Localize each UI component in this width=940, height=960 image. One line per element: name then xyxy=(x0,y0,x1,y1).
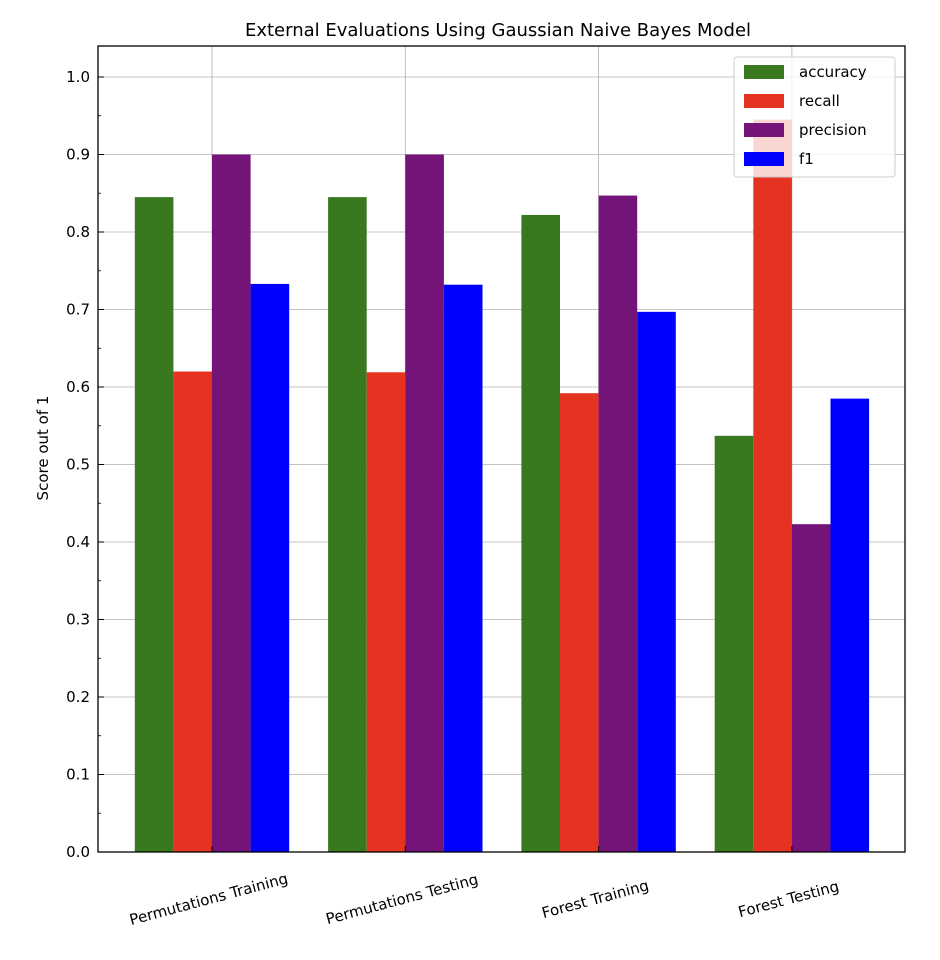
y-tick-label: 0.7 xyxy=(66,301,90,319)
y-axis-title: Score out of 1 xyxy=(34,396,52,501)
category-label: Permutations Training xyxy=(127,869,289,929)
bar-recall-2 xyxy=(366,372,406,852)
bar-f1-3 xyxy=(637,311,676,852)
bar-f1-1 xyxy=(250,283,290,852)
bar-accuracy-2 xyxy=(328,197,367,852)
y-tick-label: 0.9 xyxy=(66,146,90,164)
bar-f1-2 xyxy=(443,284,483,852)
category-label: Forest Testing xyxy=(736,877,841,921)
legend-label-precision: precision xyxy=(799,121,867,139)
bar-f1-4 xyxy=(830,398,870,852)
legend: accuracy recall precision f1 xyxy=(733,56,896,178)
bars xyxy=(134,119,870,852)
bar-recall-3 xyxy=(560,393,599,852)
bar-precision-4 xyxy=(791,524,831,852)
bar-precision-1 xyxy=(212,154,251,852)
legend-label-f1: f1 xyxy=(799,150,814,168)
legend-label-recall: recall xyxy=(799,92,840,110)
bar-accuracy-1 xyxy=(134,197,174,852)
plot-frame xyxy=(97,45,906,853)
y-tick-label: 0.4 xyxy=(66,533,90,551)
category-label: Forest Training xyxy=(540,876,651,922)
y-tick-label: 0.1 xyxy=(66,766,90,784)
bar-accuracy-3 xyxy=(521,214,560,852)
chart-title: External Evaluations Using Gaussian Naiv… xyxy=(245,20,751,41)
y-tick-label: 0.3 xyxy=(66,611,90,629)
legend-swatch-precision xyxy=(744,123,784,137)
legend-swatch-accuracy xyxy=(744,65,784,79)
bar-precision-3 xyxy=(598,195,638,852)
y-tick-label: 0.6 xyxy=(66,378,90,396)
category-label: Permutations Testing xyxy=(324,870,480,928)
y-tick-label: 0.5 xyxy=(66,456,90,474)
bar-recall-1 xyxy=(173,371,212,852)
y-tick-label: 1.0 xyxy=(66,68,90,86)
legend-swatch-recall xyxy=(744,94,784,108)
legend-swatch-f1 xyxy=(744,152,784,166)
y-tick-label: 0.2 xyxy=(66,688,90,706)
legend-label-accuracy: accuracy xyxy=(799,63,867,81)
legend-box xyxy=(733,56,896,178)
bar-recall-4 xyxy=(753,119,792,852)
bar-accuracy-4 xyxy=(714,435,754,852)
bar-precision-2 xyxy=(405,154,444,852)
y-tick-label: 0.0 xyxy=(66,843,90,861)
y-tick-label: 0.8 xyxy=(66,223,90,241)
